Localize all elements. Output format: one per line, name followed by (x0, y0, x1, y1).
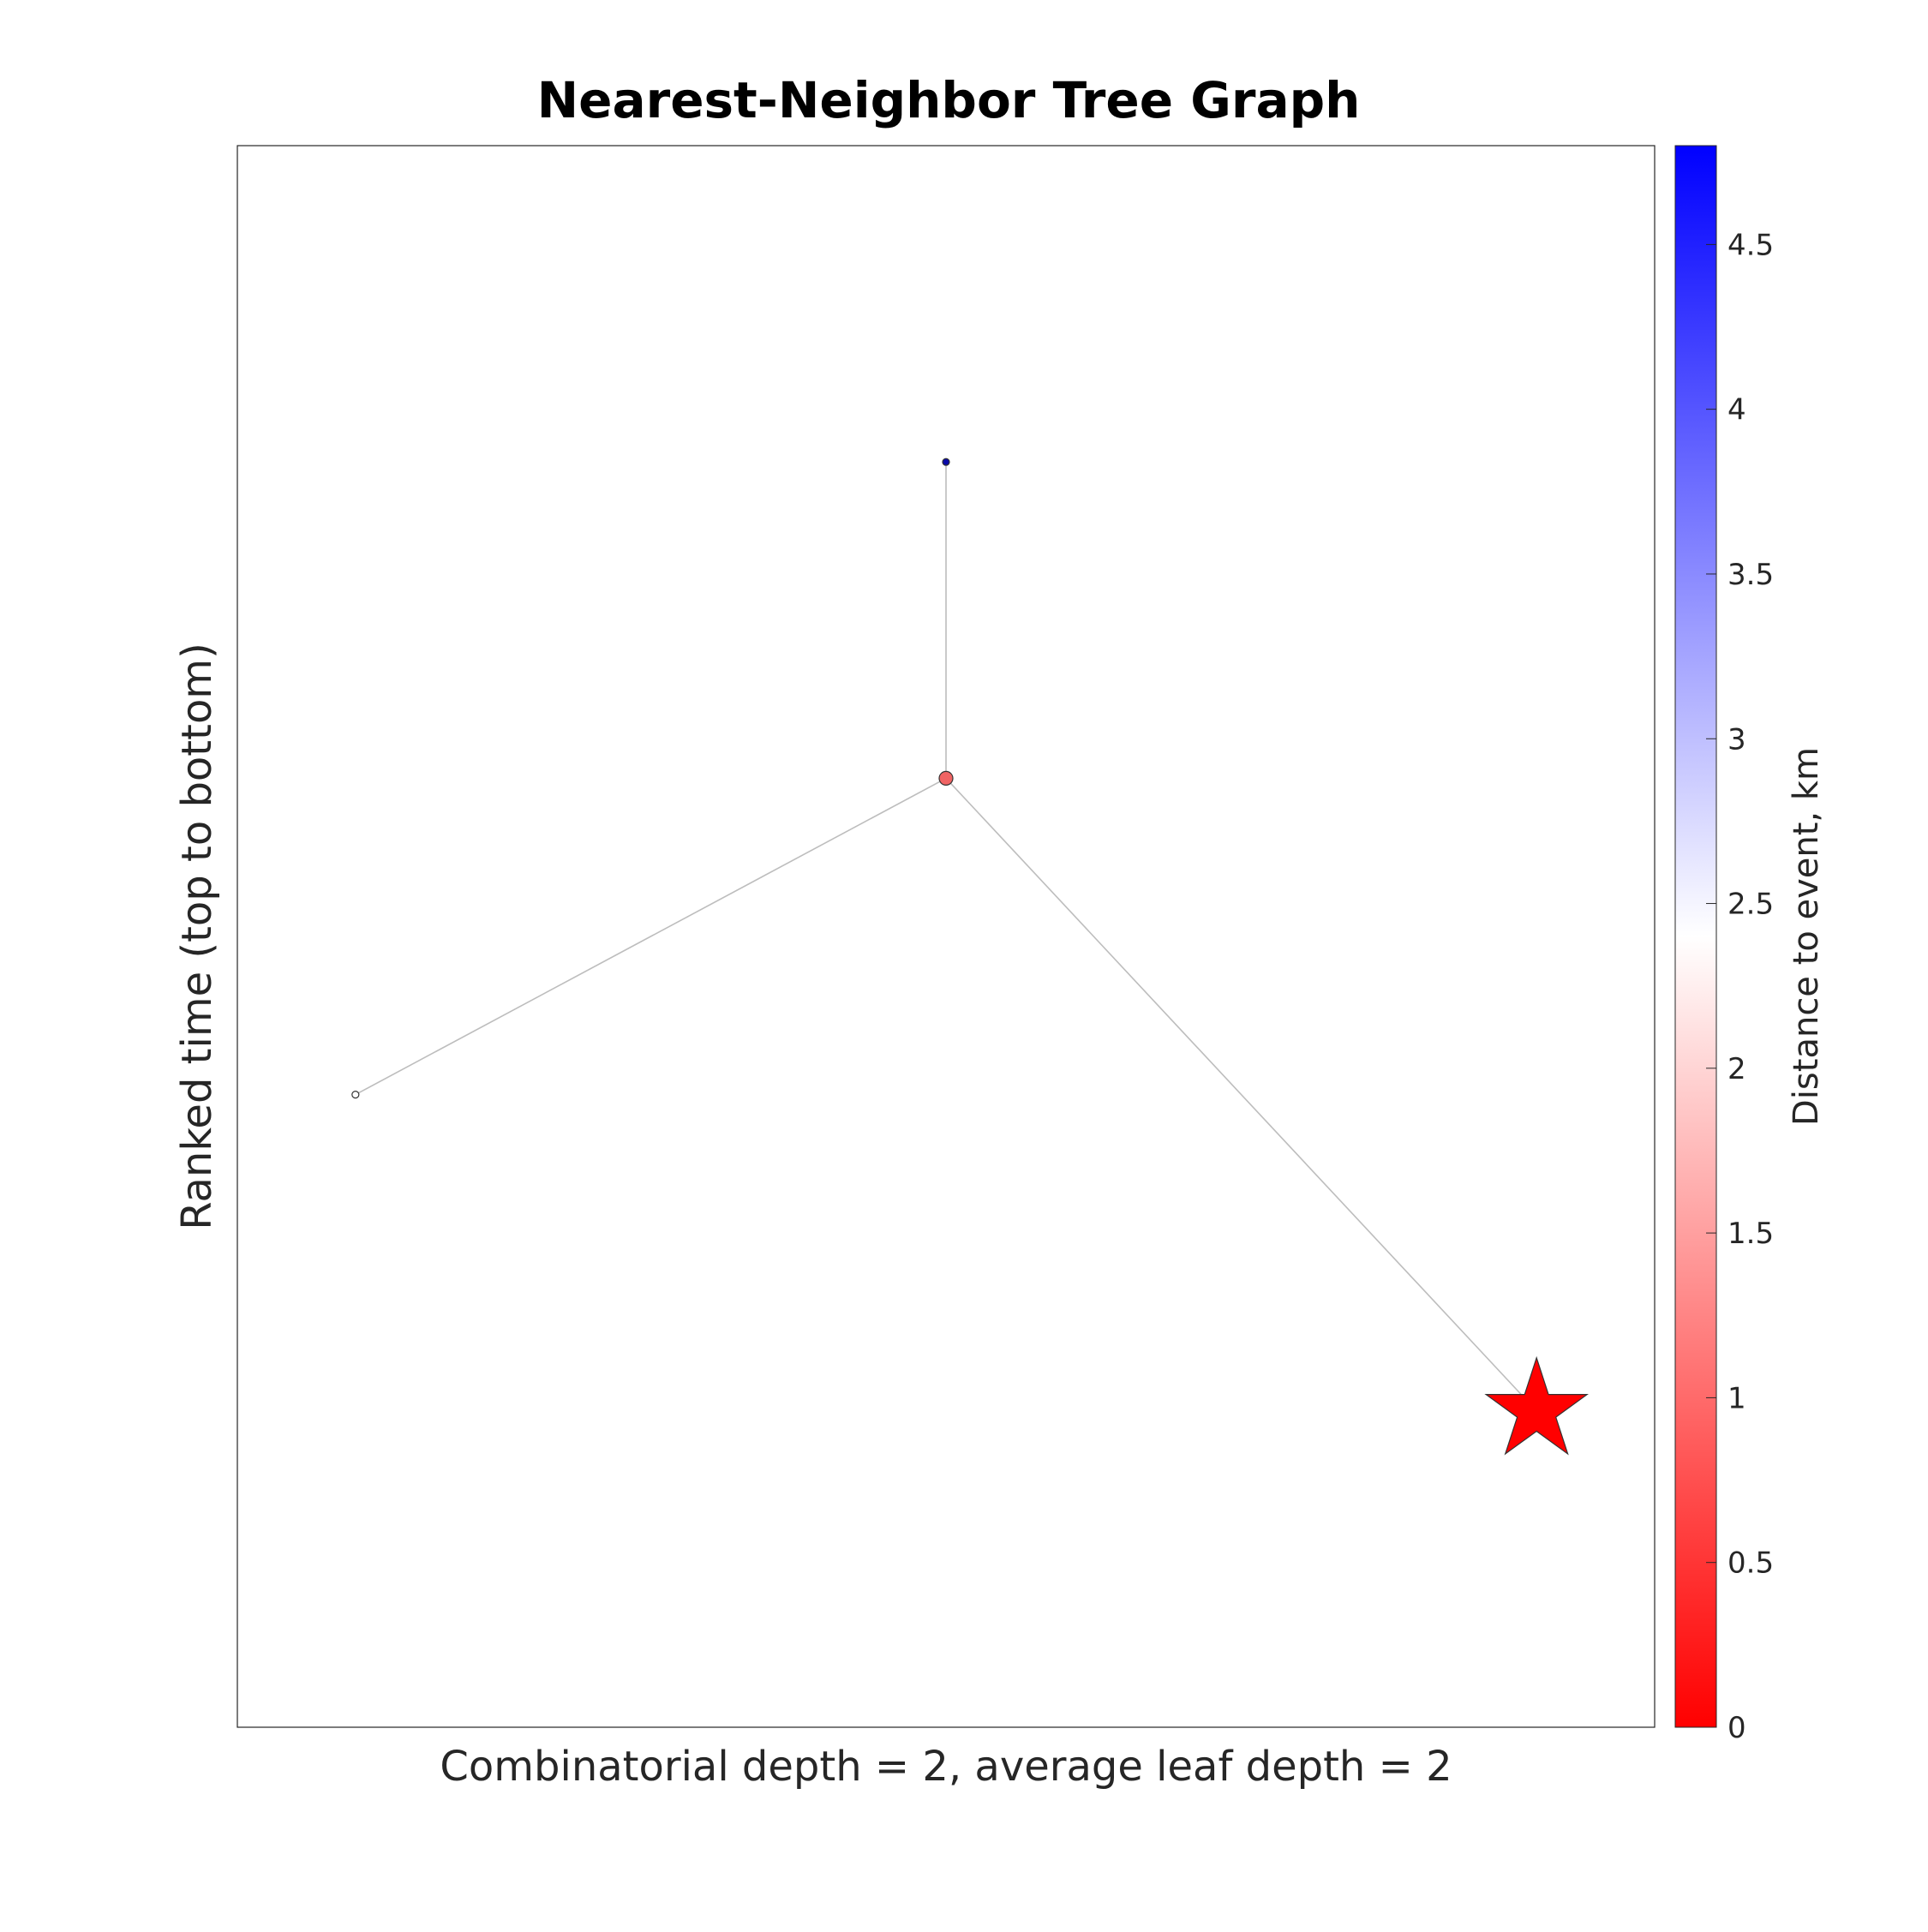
colorbar-tick-label-5: 2 (1727, 1052, 1746, 1086)
chart-title: Nearest-Neighbor Tree Graph (537, 71, 1361, 129)
colorbar-ticks: 0 0.5 1 1.5 2 2.5 3 3.5 4 4.5 (1706, 228, 1774, 1745)
colorbar-tick-label-9: 4 (1727, 393, 1746, 428)
tree-edge-3 (945, 777, 1537, 1412)
x-axis-label: Combinatorial depth = 2, average leaf de… (440, 1743, 1452, 1791)
tree-node-1 (942, 458, 950, 466)
plot-area (237, 145, 1656, 1728)
edges-layer (355, 462, 1537, 1412)
colorbar-tick-label-7: 3 (1727, 722, 1746, 757)
nodes-layer (351, 458, 1589, 1456)
colorbar-tick-label-8: 3.5 (1727, 558, 1774, 592)
tree-node-3 (351, 1090, 360, 1099)
colorbar (1674, 145, 1717, 1728)
colorbar-tick-label-6: 2.5 (1727, 888, 1774, 922)
colorbar-tick-label-4: 1.5 (1727, 1217, 1774, 1251)
tree-node-2 (938, 770, 954, 787)
colorbar-tick-label-1: 0 (1727, 1711, 1746, 1745)
colorbar-label: Distance to event, km (1787, 747, 1826, 1126)
colorbar-tick-label-2: 0.5 (1727, 1546, 1774, 1581)
y-axis-label: Ranked time (top to bottom) (173, 643, 221, 1230)
colorbar-tick-label-3: 1 (1727, 1381, 1746, 1415)
tree-edge-2 (355, 777, 947, 1096)
event-star-marker (1484, 1355, 1589, 1456)
colorbar-tick-label-10: 4.5 (1727, 228, 1774, 262)
